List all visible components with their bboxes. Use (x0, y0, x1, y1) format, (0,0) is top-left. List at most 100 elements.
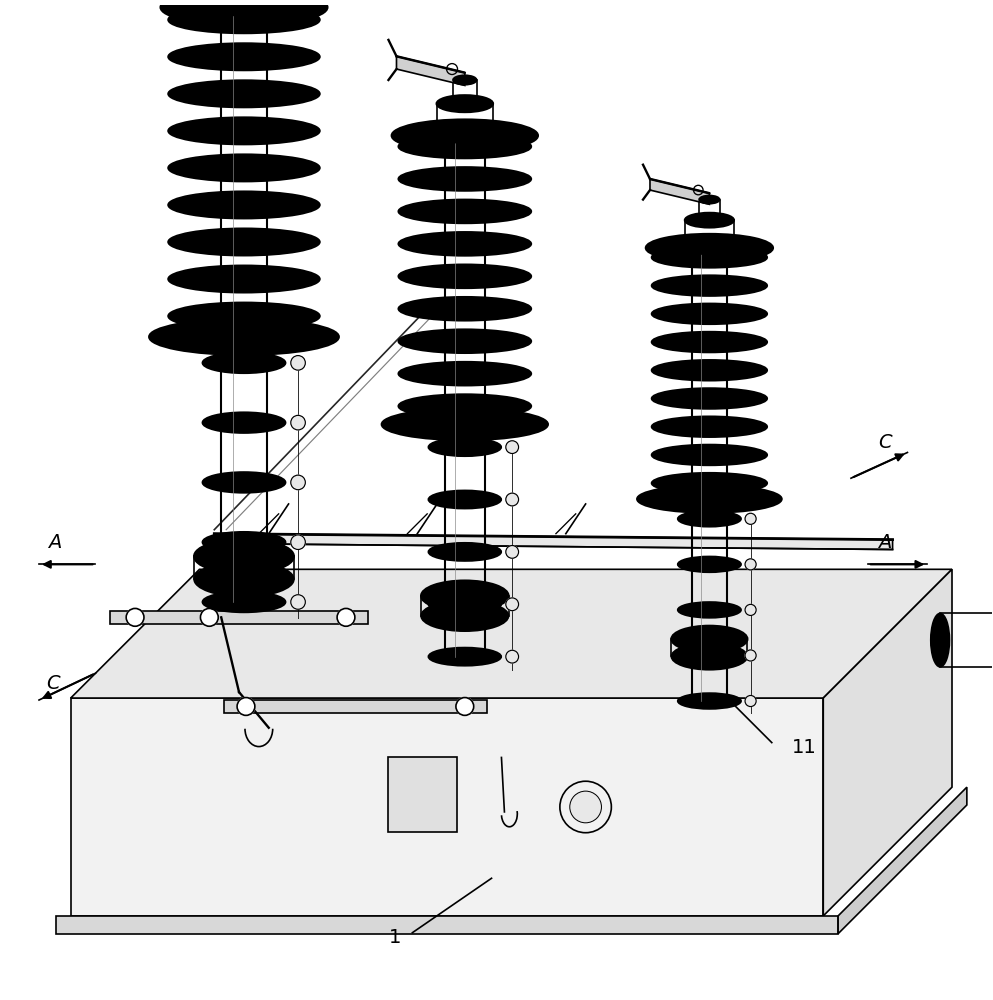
Ellipse shape (930, 613, 949, 667)
Ellipse shape (677, 511, 741, 527)
Ellipse shape (398, 232, 531, 256)
Polygon shape (838, 787, 967, 934)
Circle shape (237, 698, 255, 715)
Text: A: A (49, 533, 62, 552)
Ellipse shape (651, 247, 768, 268)
Ellipse shape (671, 626, 748, 652)
Circle shape (745, 604, 756, 615)
Polygon shape (823, 569, 952, 916)
Circle shape (201, 608, 218, 626)
Ellipse shape (699, 216, 720, 224)
Ellipse shape (168, 302, 320, 330)
Polygon shape (396, 56, 465, 85)
Ellipse shape (677, 602, 741, 618)
Text: A: A (878, 533, 892, 552)
Polygon shape (71, 698, 823, 916)
Ellipse shape (168, 228, 320, 256)
Ellipse shape (168, 265, 320, 293)
Ellipse shape (428, 438, 501, 456)
Ellipse shape (398, 297, 531, 321)
Ellipse shape (685, 213, 734, 228)
Ellipse shape (203, 412, 286, 433)
Circle shape (291, 475, 305, 490)
Circle shape (745, 559, 756, 570)
Circle shape (291, 415, 305, 430)
Ellipse shape (421, 581, 508, 611)
Polygon shape (214, 534, 893, 550)
Circle shape (337, 608, 355, 626)
Circle shape (456, 698, 474, 715)
Ellipse shape (453, 75, 477, 85)
Ellipse shape (203, 352, 286, 373)
Ellipse shape (638, 485, 781, 513)
Ellipse shape (161, 0, 328, 26)
Polygon shape (110, 611, 367, 624)
Bar (387, 757, 457, 832)
Ellipse shape (168, 154, 320, 182)
Ellipse shape (428, 490, 501, 509)
Ellipse shape (428, 543, 501, 561)
Ellipse shape (677, 693, 741, 709)
Circle shape (505, 650, 518, 663)
Ellipse shape (651, 275, 768, 296)
Ellipse shape (398, 329, 531, 353)
Ellipse shape (149, 319, 339, 355)
Circle shape (745, 695, 756, 707)
Ellipse shape (168, 80, 320, 107)
Circle shape (291, 595, 305, 609)
Ellipse shape (453, 99, 477, 108)
Circle shape (570, 791, 602, 823)
Ellipse shape (168, 117, 320, 145)
Circle shape (745, 650, 756, 661)
Circle shape (291, 356, 305, 370)
Ellipse shape (168, 6, 320, 33)
Ellipse shape (203, 532, 286, 553)
Circle shape (745, 513, 756, 524)
Ellipse shape (651, 360, 768, 381)
Text: C: C (46, 674, 60, 693)
Ellipse shape (194, 539, 294, 574)
Circle shape (505, 441, 518, 453)
Ellipse shape (168, 191, 320, 219)
Ellipse shape (428, 648, 501, 666)
Ellipse shape (398, 264, 531, 288)
Ellipse shape (651, 388, 768, 409)
Ellipse shape (437, 126, 494, 143)
Ellipse shape (699, 195, 720, 204)
Text: 11: 11 (791, 738, 816, 757)
Polygon shape (224, 700, 487, 713)
Ellipse shape (651, 332, 768, 352)
Ellipse shape (194, 562, 294, 597)
Circle shape (505, 598, 518, 611)
Polygon shape (56, 916, 838, 934)
Ellipse shape (651, 445, 768, 465)
Ellipse shape (168, 43, 320, 70)
Text: 1: 1 (389, 928, 402, 947)
Ellipse shape (677, 556, 741, 572)
Polygon shape (71, 569, 952, 698)
Ellipse shape (398, 135, 531, 158)
Ellipse shape (212, 0, 276, 16)
Polygon shape (650, 179, 709, 204)
Ellipse shape (677, 648, 741, 663)
Ellipse shape (685, 240, 734, 254)
Ellipse shape (651, 416, 768, 437)
Ellipse shape (203, 472, 286, 493)
Circle shape (505, 546, 518, 558)
Ellipse shape (398, 199, 531, 223)
Ellipse shape (381, 409, 548, 440)
Ellipse shape (428, 595, 501, 613)
Ellipse shape (391, 119, 538, 152)
Circle shape (291, 535, 305, 549)
Ellipse shape (421, 601, 508, 631)
Ellipse shape (651, 473, 768, 494)
Circle shape (505, 493, 518, 506)
Ellipse shape (671, 643, 748, 670)
Text: C: C (878, 433, 892, 452)
Ellipse shape (645, 234, 773, 262)
Ellipse shape (203, 592, 286, 612)
Ellipse shape (651, 303, 768, 324)
Ellipse shape (398, 362, 531, 386)
Ellipse shape (437, 95, 494, 112)
Ellipse shape (398, 167, 531, 191)
